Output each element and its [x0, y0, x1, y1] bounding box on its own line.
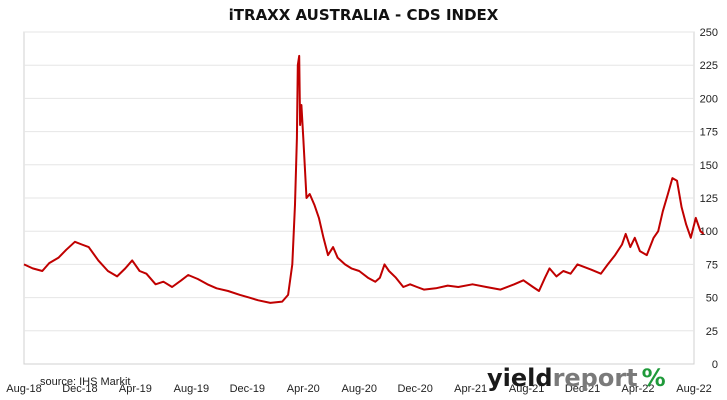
y-tick-label: 50 — [706, 293, 718, 305]
y-tick-label: 175 — [700, 127, 718, 139]
x-tick-label: Aug-21 — [509, 383, 544, 395]
logo-percent-symbol: % — [642, 364, 666, 392]
x-tick-label: Aug-22 — [676, 383, 711, 395]
x-tick-label: Dec-19 — [230, 383, 265, 395]
x-tick-label: Aug-18 — [6, 383, 41, 395]
y-tick-label: 25 — [706, 326, 718, 338]
x-tick-label: Dec-18 — [62, 383, 97, 395]
x-tick-label: Apr-20 — [287, 383, 320, 395]
x-axis-ticks: Aug-18 Dec-18 Apr-19 Aug-19 Dec-19 Apr-20 Aug-… — [6, 383, 711, 395]
series-line — [23, 54, 705, 304]
x-tick-label: Dec-21 — [565, 383, 600, 395]
x-tick-label: Apr-21 — [454, 383, 487, 395]
y-tick-label: 250 — [700, 27, 718, 39]
yieldreport-logo: yieldreport% — [487, 364, 666, 392]
x-tick-label: Apr-19 — [119, 383, 152, 395]
x-tick-label: Aug-19 — [174, 383, 209, 395]
logo-word-yield: yield — [487, 364, 553, 392]
x-tick-label: Dec-20 — [397, 383, 432, 395]
y-tick-label: 125 — [700, 193, 718, 205]
y-tick-label: 75 — [706, 259, 718, 271]
logo-word-report: report — [553, 364, 638, 392]
svg-text:yieldreport%: yieldreport% — [487, 364, 666, 392]
y-tick-label: 100 — [700, 226, 718, 238]
y-tick-label: 200 — [700, 93, 718, 105]
y-axis-ticks: 0 25 50 75 100 125 150 175 200 225 250 — [700, 27, 718, 371]
source-note: source: IHS Markit — [40, 376, 130, 388]
y-tick-label: 225 — [700, 60, 718, 72]
x-tick-label: Apr-22 — [622, 383, 655, 395]
y-tick-label: 150 — [700, 160, 718, 172]
y-tick-label: 0 — [712, 359, 718, 371]
chart-title: iTRAXX AUSTRALIA - CDS INDEX — [228, 6, 499, 24]
gridlines — [24, 31, 694, 332]
x-tick-label: Aug-20 — [341, 383, 376, 395]
